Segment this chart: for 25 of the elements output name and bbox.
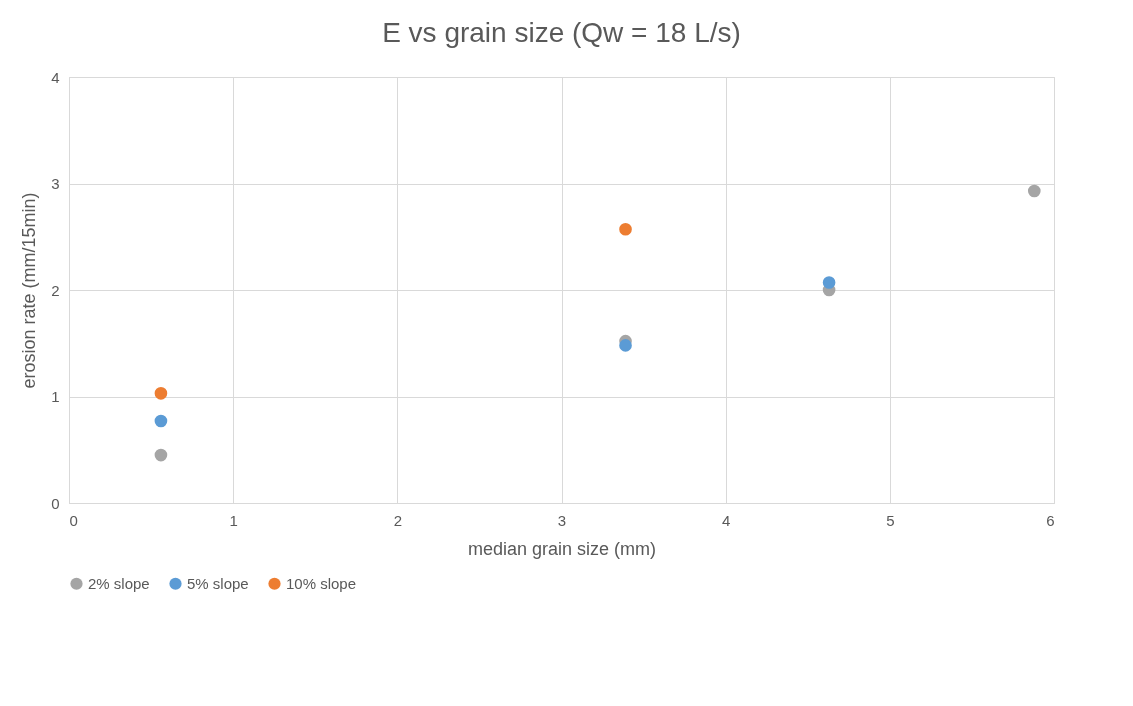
x-tick-label: 2: [393, 511, 403, 529]
point: [154, 448, 168, 462]
legend-label: 2% slope: [88, 574, 150, 592]
x-tick-label: 6: [1046, 511, 1055, 529]
point: [1027, 184, 1041, 198]
y-axis-title: erosion rate (mm/15min): [19, 192, 40, 389]
y-tick-label: 3: [51, 175, 60, 192]
point: [619, 339, 632, 352]
point: [154, 414, 168, 428]
point: [154, 386, 168, 400]
x-tick-label: 3: [557, 511, 567, 529]
point: [619, 222, 632, 236]
x-tick-label: 4: [721, 511, 731, 529]
y-tick-label: 4: [51, 68, 60, 86]
point: [822, 276, 836, 289]
x-tick-label: 1: [229, 511, 238, 529]
x-tick-label: 5: [886, 511, 895, 529]
chart-title: E vs grain size (Qw = 18 L/s): [382, 17, 741, 48]
x-tick-label: 0: [69, 511, 78, 529]
y-tick-label: 1: [51, 388, 60, 405]
legend-label: 10% slope: [286, 574, 357, 592]
legend-label: 5% slope: [187, 574, 249, 592]
y-tick-label: 2: [51, 281, 60, 299]
x-axis-title: median grain size (mm): [467, 538, 657, 559]
y-tick-label: 0: [51, 494, 60, 512]
